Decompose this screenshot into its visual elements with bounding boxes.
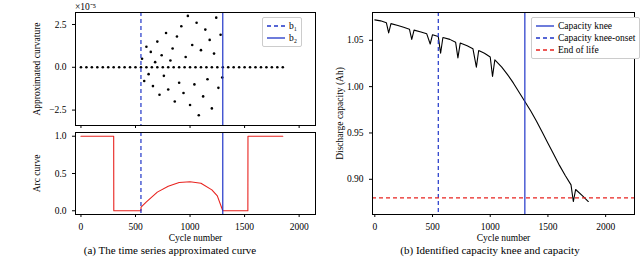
html-text:(b) Identified capacity knee a: (b) Identified capacity knee and capacit… [400,244,580,256]
svg-text:0: 0 [79,222,84,232]
svg-text:1.0: 1.0 [55,131,67,141]
html-text:(a) The time series approximat: (a) The time series approximated curve [83,244,257,256]
svg-text:1500: 1500 [235,222,254,232]
svg-text:0.5: 0.5 [55,169,67,179]
svg-text:−2.5: −2.5 [49,105,66,115]
svg-text:0.90: 0.90 [347,174,364,184]
svg-text:500: 500 [128,222,143,232]
svg-text:Discharge capacity (Ah): Discharge capacity (Ah) [335,67,346,160]
svg-text:500: 500 [425,222,440,232]
svg-text:Cycle number: Cycle number [477,233,531,243]
svg-text:2000: 2000 [596,222,615,232]
html-text:b₂: b₂ [289,33,298,43]
svg-text:Cycle number: Cycle number [169,233,223,243]
html-text:×10⁻⁵: ×10⁻⁵ [75,2,97,12]
html-text:End of life: End of life [558,45,599,55]
svg-text:2000: 2000 [290,222,309,232]
svg-text:0.95: 0.95 [347,128,364,138]
svg-text:0.0: 0.0 [55,62,67,72]
svg-text:1.00: 1.00 [347,82,364,92]
svg-text:Arc curve: Arc curve [32,155,42,193]
svg-text:0: 0 [372,222,377,232]
svg-text:1.05: 1.05 [347,35,364,45]
svg-text:2.5: 2.5 [55,20,67,30]
svg-text:1500: 1500 [538,222,557,232]
html-text:Capacity knee-onset: Capacity knee-onset [558,33,636,43]
html-text:Capacity knee: Capacity knee [558,21,613,31]
svg-text:0.0: 0.0 [55,206,67,216]
svg-text:Approximated curvature: Approximated curvature [32,22,42,115]
html-text:b₁: b₁ [289,21,298,31]
svg-text:1000: 1000 [481,222,500,232]
svg-text:1000: 1000 [181,222,200,232]
